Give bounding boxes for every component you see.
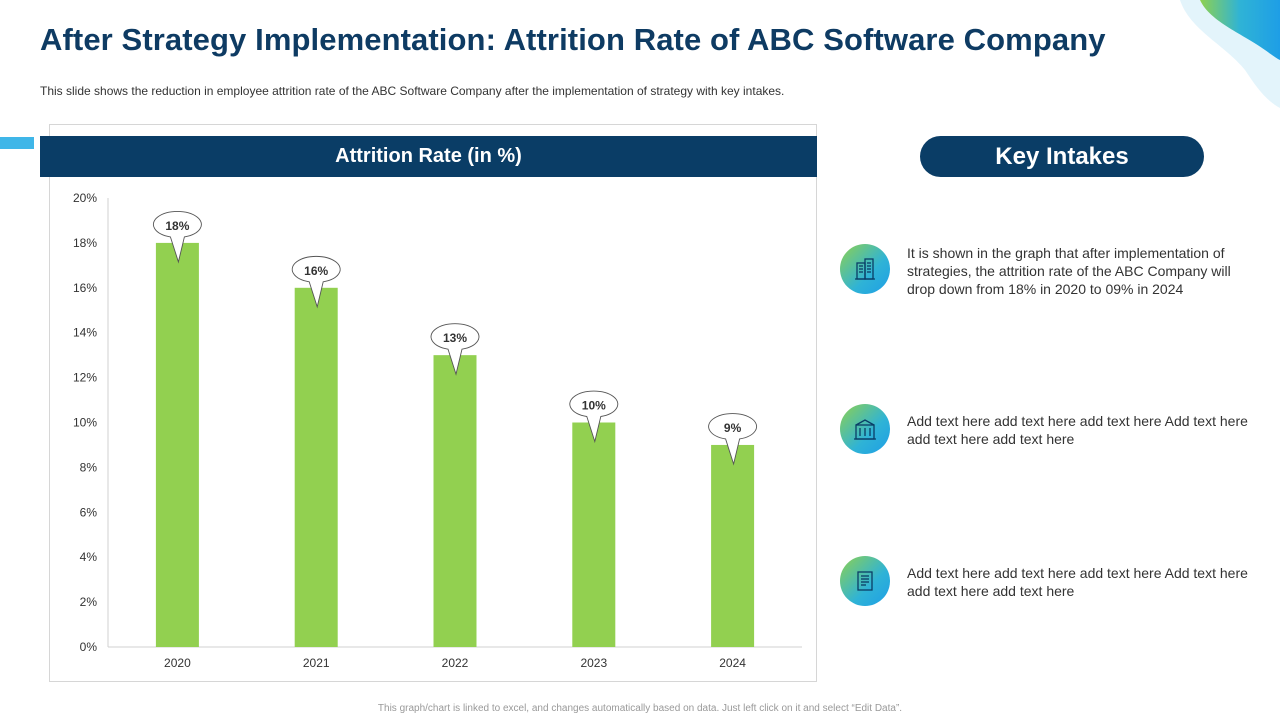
bar xyxy=(294,287,338,647)
data-label-bubble xyxy=(708,413,758,466)
bar xyxy=(433,355,477,647)
data-label: 10% xyxy=(582,399,606,413)
y-tick-label: 8% xyxy=(80,460,98,474)
y-tick-label: 20% xyxy=(73,191,97,205)
y-tick-label: 2% xyxy=(80,595,98,609)
intake-text-1: It is shown in the graph that after impl… xyxy=(907,245,1231,297)
y-tick-label: 4% xyxy=(80,550,98,564)
y-tick-label: 14% xyxy=(73,326,97,340)
y-tick-label: 16% xyxy=(73,281,97,295)
data-label: 13% xyxy=(443,331,467,345)
corner-decoration xyxy=(1180,0,1280,108)
x-tick-label: 2020 xyxy=(164,656,191,670)
page-subtitle: This slide shows the reduction in employ… xyxy=(40,84,785,98)
chart-title: Attrition Rate (in %) xyxy=(335,145,522,167)
y-tick-label: 6% xyxy=(80,505,98,519)
footer-note: This graph/chart is linked to excel, and… xyxy=(377,703,903,714)
bar xyxy=(711,444,755,647)
key-intakes-heading: Key Intakes xyxy=(920,136,1204,177)
left-accent-bar xyxy=(0,137,34,149)
data-label: 16% xyxy=(304,264,328,278)
intake-text-3: Add text here add text here add text her… xyxy=(907,565,1248,599)
data-label: 9% xyxy=(724,421,742,435)
x-tick-label: 2023 xyxy=(580,656,607,670)
intake-text-2: Add text here add text here add text her… xyxy=(907,413,1248,447)
data-label-bubble xyxy=(291,255,341,309)
y-tick-label: 18% xyxy=(73,236,97,250)
chart-header: Attrition Rate (in %) xyxy=(40,136,817,177)
x-tick-label: 2024 xyxy=(719,656,746,670)
bar xyxy=(572,422,616,647)
y-tick-label: 12% xyxy=(73,371,97,385)
chart-frame xyxy=(49,124,817,682)
y-tick-label: 0% xyxy=(80,640,98,654)
x-tick-label: 2022 xyxy=(442,656,469,670)
data-label: 18% xyxy=(165,219,189,233)
key-intakes-title: Key Intakes xyxy=(995,142,1129,170)
data-label-bubble xyxy=(430,323,480,376)
data-label-bubble xyxy=(152,211,202,264)
data-label-bubble xyxy=(569,390,619,444)
x-tick-label: 2021 xyxy=(303,656,330,670)
intake-item-3: Add text here add text here add text her… xyxy=(840,556,1260,616)
intake-item-2: Add text here add text here add text her… xyxy=(840,404,1260,464)
building-icon xyxy=(840,404,890,454)
y-tick-label: 10% xyxy=(73,416,97,430)
document-icon xyxy=(840,556,890,606)
office-building-icon xyxy=(840,244,890,294)
intake-item-1: It is shown in the graph that after impl… xyxy=(840,244,1260,304)
bar xyxy=(155,242,199,647)
page-title: After Strategy Implementation: Attrition… xyxy=(40,22,1106,57)
